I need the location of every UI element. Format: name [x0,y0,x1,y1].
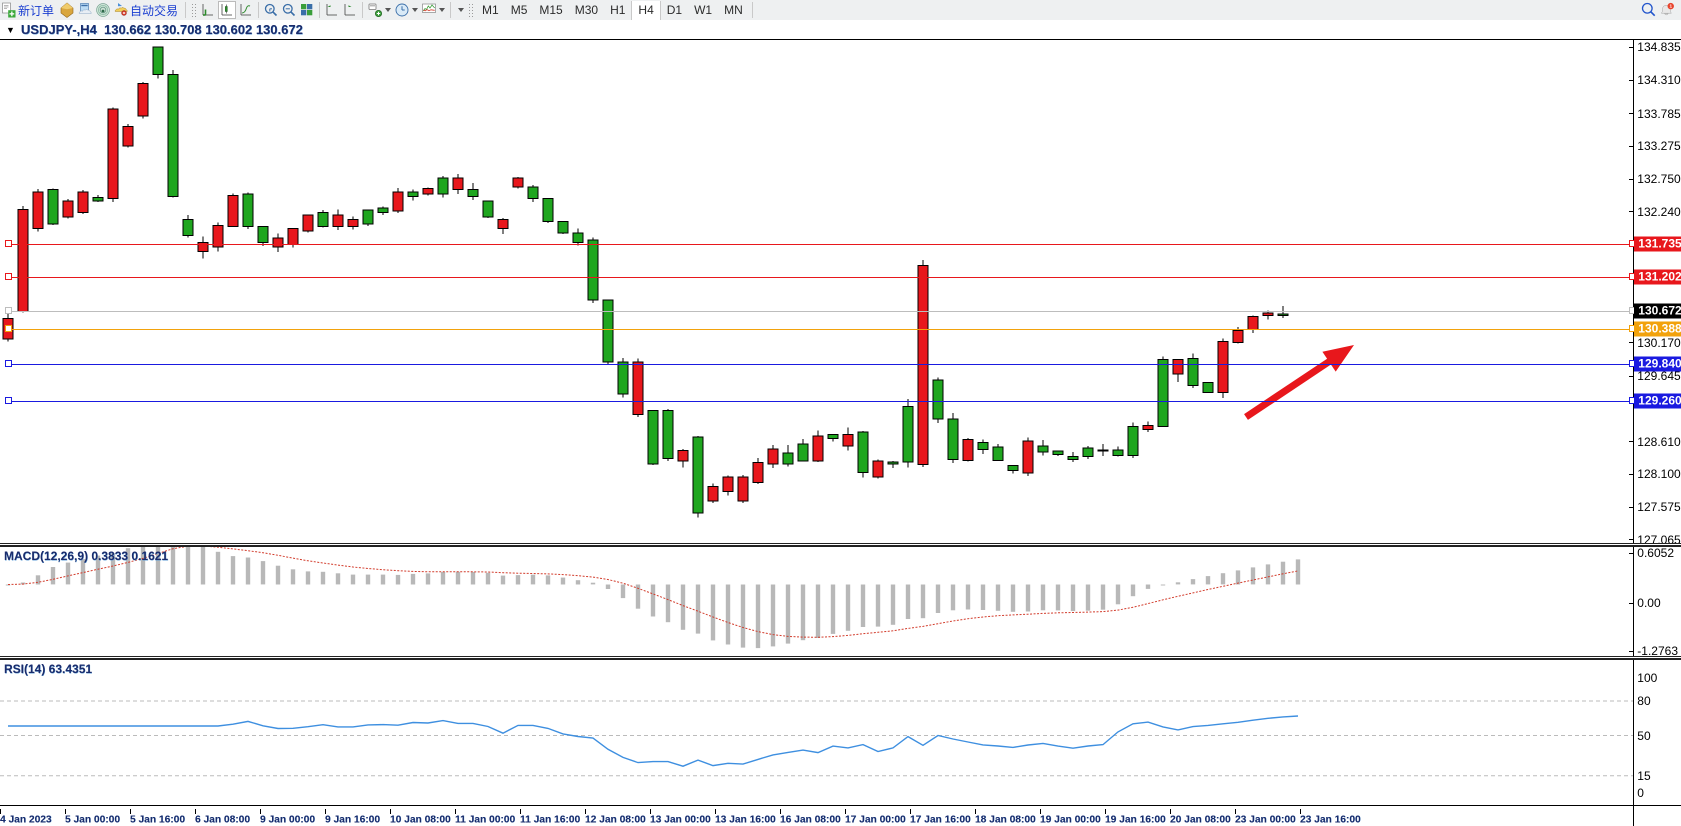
svg-text:1: 1 [1669,4,1672,9]
